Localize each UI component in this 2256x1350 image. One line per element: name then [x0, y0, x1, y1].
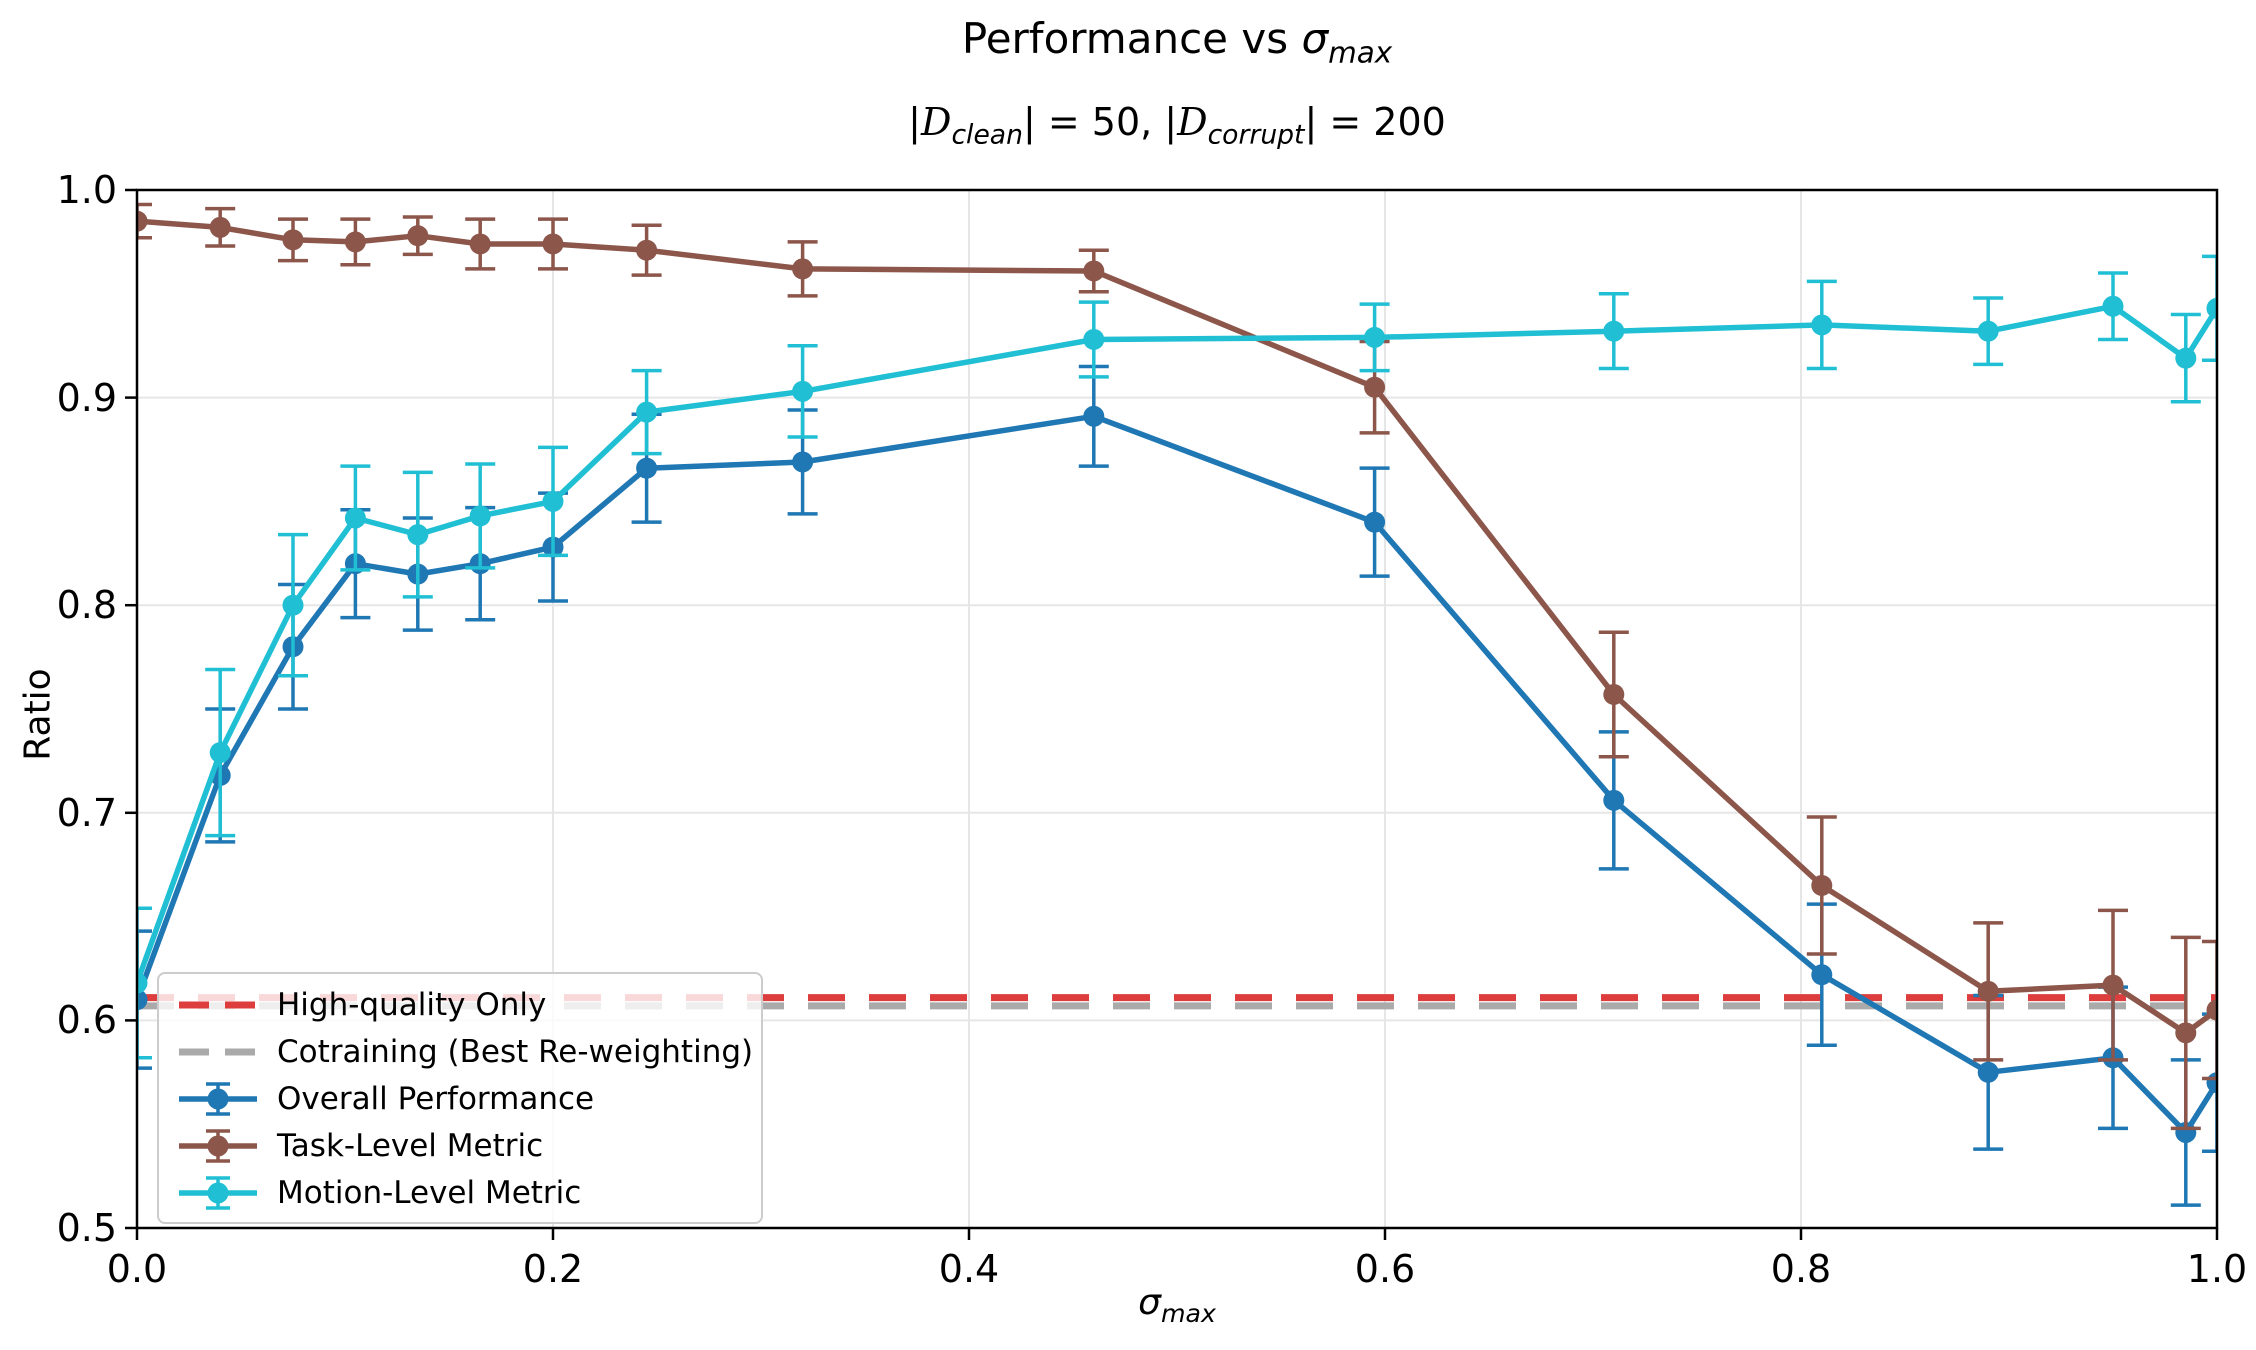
- data-point: [282, 229, 304, 251]
- y-tick-label: 0.7: [56, 790, 117, 835]
- data-point: [137, 210, 148, 232]
- data-point: [542, 490, 564, 512]
- data-point: [2175, 347, 2197, 369]
- dashed-line-swatch-icon: [177, 1035, 259, 1069]
- x-tick-label: 0.2: [522, 1247, 584, 1291]
- script-d-clean: D: [920, 100, 952, 144]
- data-point: [407, 524, 429, 546]
- data-point: [1603, 789, 1625, 811]
- y-tick-label: 1.0: [56, 168, 117, 212]
- x-tick-label: 0.8: [1770, 1247, 1832, 1291]
- data-point: [282, 594, 304, 616]
- x-tick-label: 0.0: [106, 1247, 168, 1291]
- data-point: [792, 380, 814, 402]
- legend-item: Motion-Level Metric: [177, 1175, 743, 1211]
- y-tick-label: 0.9: [56, 375, 117, 420]
- series-Task-Level Metric: [137, 202, 2217, 1131]
- data-point: [1811, 964, 1833, 986]
- data-point: [792, 258, 814, 280]
- errorbar-swatch-icon: [177, 1176, 259, 1210]
- data-point: [1977, 980, 1999, 1002]
- legend-item-label: Overall Performance: [277, 1081, 595, 1117]
- data-point: [1811, 314, 1833, 336]
- legend-item: Cotraining (Best Re-weighting): [177, 1034, 753, 1070]
- data-point: [636, 457, 658, 479]
- data-point: [2102, 295, 2124, 317]
- dashed-line-swatch-icon: [177, 988, 259, 1022]
- data-point: [469, 233, 491, 255]
- legend-item-label: Task-Level Metric: [277, 1128, 544, 1164]
- data-point: [209, 216, 231, 238]
- axis-ticks: [125, 188, 2219, 1240]
- x-tick-label: 0.4: [938, 1247, 1000, 1291]
- data-point: [407, 225, 429, 247]
- data-point: [1083, 260, 1105, 282]
- legend-item-label: Cotraining (Best Re-weighting): [277, 1034, 754, 1070]
- legend-item: Overall Performance: [177, 1081, 743, 1117]
- legend-item-label: High-quality Only: [277, 987, 547, 1023]
- errorbar-swatch-icon: [177, 1129, 259, 1163]
- data-point: [1083, 328, 1105, 350]
- data-point: [469, 505, 491, 527]
- y-tick-label: 0.8: [56, 583, 117, 628]
- data-point: [209, 742, 231, 764]
- legend-item-label: Motion-Level Metric: [277, 1175, 582, 1211]
- x-tick-label: 1.0: [2186, 1247, 2248, 1291]
- sigma-symbol: σ: [1301, 14, 1329, 63]
- data-point: [2175, 1022, 2197, 1044]
- script-d-corrupt: D: [1177, 100, 1208, 144]
- x-axis-label: σmax: [1138, 1282, 1216, 1329]
- legend-item: High-quality Only: [177, 987, 743, 1023]
- series-Motion-Level Metric: [137, 254, 2217, 1060]
- data-point: [2102, 974, 2124, 996]
- data-point: [137, 989, 148, 1011]
- y-tick-label: 0.6: [56, 998, 117, 1043]
- y-axis-label: Ratio: [17, 668, 59, 761]
- data-point: [1364, 326, 1386, 348]
- data-point: [137, 972, 148, 994]
- data-point: [1364, 376, 1386, 398]
- data-point: [344, 507, 366, 529]
- data-point: [344, 231, 366, 253]
- legend-item: Task-Level Metric: [177, 1128, 743, 1164]
- chart-subtitle: |Dclean| = 50, |Dcorrupt| = 200: [908, 100, 1446, 151]
- chart-title: Performance vs σmax: [961, 14, 1393, 70]
- data-point: [1364, 511, 1386, 533]
- sigma-symbol: σ: [1138, 1282, 1161, 1323]
- data-point: [1083, 405, 1105, 427]
- y-tick-label: 0.5: [56, 1206, 117, 1250]
- data-point: [1977, 320, 1999, 342]
- errorbar-swatch-icon: [177, 1082, 259, 1116]
- data-point: [2206, 297, 2217, 319]
- legend-box: High-quality Only Cotraining (Best Re-wei…: [157, 972, 763, 1224]
- data-point: [1603, 320, 1625, 342]
- axes-spines: [135, 188, 2219, 1230]
- data-point: [542, 233, 564, 255]
- data-point: [792, 451, 814, 473]
- data-point: [1977, 1061, 1999, 1083]
- data-point: [636, 401, 658, 423]
- data-point: [2206, 999, 2217, 1021]
- data-point: [1603, 683, 1625, 705]
- data-point: [1811, 874, 1833, 896]
- data-point: [636, 239, 658, 261]
- x-tick-label: 0.6: [1354, 1247, 1416, 1291]
